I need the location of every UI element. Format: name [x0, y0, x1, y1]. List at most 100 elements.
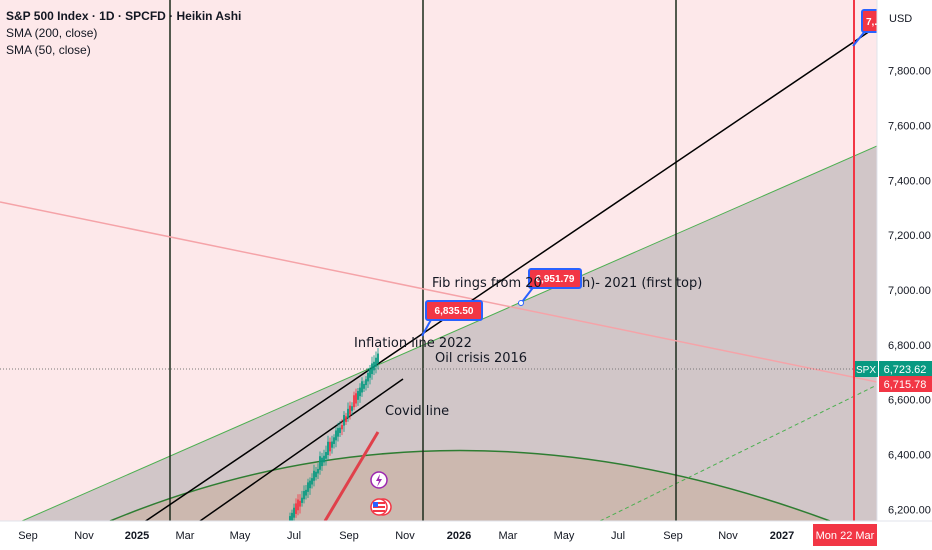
candle-body	[319, 456, 321, 470]
fib-dashed-line	[599, 384, 877, 521]
candles-group	[289, 348, 379, 521]
callout-7x-label: 7,...	[866, 17, 883, 28]
time-axis-labels: Sep Nov 2025 Mar May Jul Sep Nov 2026 Mar May Jul Se…	[18, 530, 794, 542]
time-axis-label: Nov	[718, 530, 738, 542]
candle-body	[305, 489, 307, 496]
candle-body	[351, 406, 353, 411]
price-tick-label: 7,400.00	[888, 175, 931, 187]
candle-body	[299, 500, 301, 507]
time-axis-label: Sep	[18, 530, 38, 542]
price-tick-label: 6,600.00	[888, 395, 931, 407]
fib-arc-stroke	[109, 449, 831, 521]
chart-title[interactable]: S&P 500 Index · 1D · SPCFD · Heikin Ashi	[6, 9, 242, 23]
time-axis-label: Sep	[339, 530, 359, 542]
price-tick-label: 7,200.00	[888, 230, 931, 242]
candle-body	[361, 381, 363, 393]
candle-body	[353, 395, 355, 408]
callout-6835-label: 6,835.50	[435, 306, 474, 317]
fib-ring-upper-edge	[21, 145, 877, 521]
callout-6835[interactable]: 6,835.50	[425, 300, 483, 321]
candle-body	[331, 441, 333, 448]
time-axis-label: 2026	[447, 530, 471, 542]
candle-body	[291, 512, 293, 521]
price-axis[interactable]	[877, 0, 932, 521]
price-tick-label: 7,800.00	[888, 66, 931, 78]
candle-body	[377, 353, 379, 363]
time-axis-label: Sep	[663, 530, 683, 542]
annotation-inflation-line: Inflation line 2022	[354, 336, 472, 351]
currency-label: USD	[889, 13, 912, 25]
indicator-sma-200[interactable]: SMA (200, close)	[6, 26, 98, 40]
candle-body	[313, 470, 315, 481]
sma-price-tag[interactable]: 6,715.78	[879, 376, 932, 392]
candle-body	[297, 499, 299, 511]
time-axis-label: Nov	[74, 530, 94, 542]
time-axis-label: Nov	[395, 530, 415, 542]
price-tick-label: 7,600.00	[888, 120, 931, 132]
us-flag-event-icon[interactable]	[370, 498, 392, 516]
candle-body	[349, 405, 351, 415]
candle-body	[347, 408, 349, 419]
main-trend-line	[144, 30, 871, 521]
candle-body	[367, 373, 369, 382]
cursor-date-tag: Mon 22 Mar	[813, 524, 877, 546]
candle-body	[337, 428, 339, 437]
time-axis-label: 2025	[125, 530, 149, 542]
spx-price-tag[interactable]: SPX 6,723.62	[855, 361, 932, 377]
candle-body	[329, 441, 331, 452]
candle-body	[357, 391, 359, 400]
sma-200-line	[0, 201, 877, 383]
candle-body	[333, 437, 335, 444]
candle-body	[307, 482, 309, 492]
candle-body	[335, 430, 337, 441]
candle-body	[327, 441, 329, 456]
price-tick-label: 7,000.00	[888, 285, 931, 297]
covid-trend-line	[198, 378, 404, 521]
candle-body	[369, 368, 371, 378]
sma-50-line	[323, 431, 380, 521]
candle-body	[309, 480, 311, 489]
annotation-covid-line: Covid line	[385, 404, 449, 419]
candle-body	[301, 497, 303, 503]
candle-body	[359, 387, 361, 397]
price-axis-ticks: 6,200.00 6,400.00 6,600.00 6,800.00 7,000.00…	[888, 66, 931, 517]
candle-body	[317, 468, 319, 474]
time-axis-label: May	[230, 530, 251, 542]
callout-7x[interactable]: 7,...	[861, 9, 883, 33]
candle-body	[365, 379, 367, 386]
price-tick-label: 6,200.00	[888, 504, 931, 516]
time-axis[interactable]	[0, 521, 932, 550]
candle-body	[355, 393, 357, 404]
callout-6951[interactable]: 6,951.79	[528, 268, 582, 289]
price-tick-label: 6,800.00	[888, 340, 931, 352]
indicator-sma-50[interactable]: SMA (50, close)	[6, 43, 91, 57]
candle-body	[371, 363, 373, 375]
candle-body	[325, 452, 327, 459]
time-axis-label: May	[554, 530, 575, 542]
candle-body	[339, 427, 341, 433]
fib-arc	[110, 450, 830, 521]
lightning-event-icon[interactable]	[370, 471, 388, 489]
candle-body	[373, 361, 375, 371]
candle-body	[321, 457, 323, 467]
time-axis-label: Mar	[176, 530, 195, 542]
annotation-oil-crisis: Oil crisis 2016	[435, 351, 527, 366]
candle-body	[345, 416, 347, 422]
spx-tag-label: SPX	[856, 365, 876, 376]
candle-body	[295, 503, 297, 514]
price-tick-label: 6,400.00	[888, 450, 931, 462]
annotation-fib-rings-2: h)- 2021 (first top)	[582, 276, 702, 291]
candle-body	[289, 516, 291, 521]
time-axis-label: Jul	[287, 530, 301, 542]
candle-body	[311, 478, 313, 485]
spx-tag-value: 6,723.62	[884, 364, 927, 376]
candle-body	[363, 384, 365, 389]
callout-point-2	[518, 300, 524, 306]
annotation-fib-rings-1: Fib rings from 20	[432, 276, 542, 291]
candle-body	[293, 507, 295, 518]
time-axis-label: 2027	[770, 530, 794, 542]
candle-body	[341, 425, 343, 430]
candle-body	[303, 491, 305, 500]
